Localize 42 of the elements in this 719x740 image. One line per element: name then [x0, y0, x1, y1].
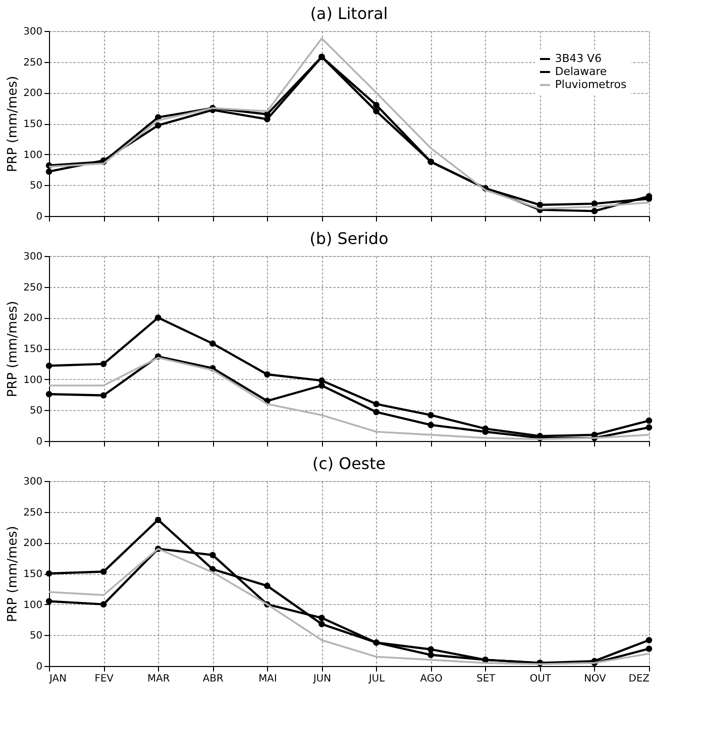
y-tick-label: 200: [23, 313, 42, 324]
y-tick-label: 200: [23, 538, 42, 550]
y-tick-label: 50: [30, 406, 42, 417]
y-tick-label: 50: [30, 630, 42, 642]
y-tick-label: 0: [36, 436, 42, 448]
x-tick-label: JAN: [48, 674, 67, 684]
y-axis-title: PRP (mm/mes): [5, 526, 20, 622]
y-tick-label: 100: [23, 374, 42, 386]
y-tick-label: 250: [23, 507, 42, 518]
x-tick-label: ABR: [202, 674, 224, 684]
x-tick-label: MAI: [258, 674, 277, 684]
legend-label: 3B43 V6: [555, 52, 602, 65]
x-tick-label: AGO: [420, 674, 443, 684]
x-tick-label: FEV: [94, 674, 114, 684]
x-tick-label: NOV: [584, 674, 606, 684]
x-tick-label: JUN: [312, 674, 332, 684]
legend-label: Delaware: [555, 65, 608, 78]
y-tick-label: 300: [23, 26, 42, 38]
y-tick-label: 250: [23, 282, 42, 294]
y-tick-label: 300: [23, 252, 42, 262]
chart-title: (c) Oeste: [312, 454, 386, 473]
y-tick-label: 300: [23, 476, 42, 488]
y-tick-label: 200: [23, 88, 42, 100]
y-tick-label: 100: [23, 150, 42, 161]
y-tick-label: 250: [23, 57, 42, 68]
y-tick-label: 0: [36, 662, 42, 672]
x-tick-label: MAR: [147, 674, 170, 684]
legend-label: Pluviometros: [555, 78, 627, 91]
x-tick-label: SET: [476, 674, 496, 684]
chart-title: (b) Serido: [310, 229, 388, 248]
y-axis-title: PRP (mm/mes): [5, 300, 20, 398]
y-tick-label: 150: [23, 569, 42, 580]
x-tick-label: JUL: [368, 674, 386, 684]
chart-title: (a) Litoral: [310, 4, 388, 23]
y-tick-label: 100: [23, 600, 42, 611]
x-tick-label: OUT: [530, 674, 552, 684]
y-tick-label: 150: [23, 344, 42, 355]
y-axis-title: PRP (mm/mes): [5, 76, 20, 172]
y-tick-label: 150: [23, 119, 42, 130]
x-tick-label: DEZ: [628, 674, 650, 684]
y-tick-label: 50: [30, 180, 42, 192]
y-tick-label: 0: [36, 212, 42, 222]
